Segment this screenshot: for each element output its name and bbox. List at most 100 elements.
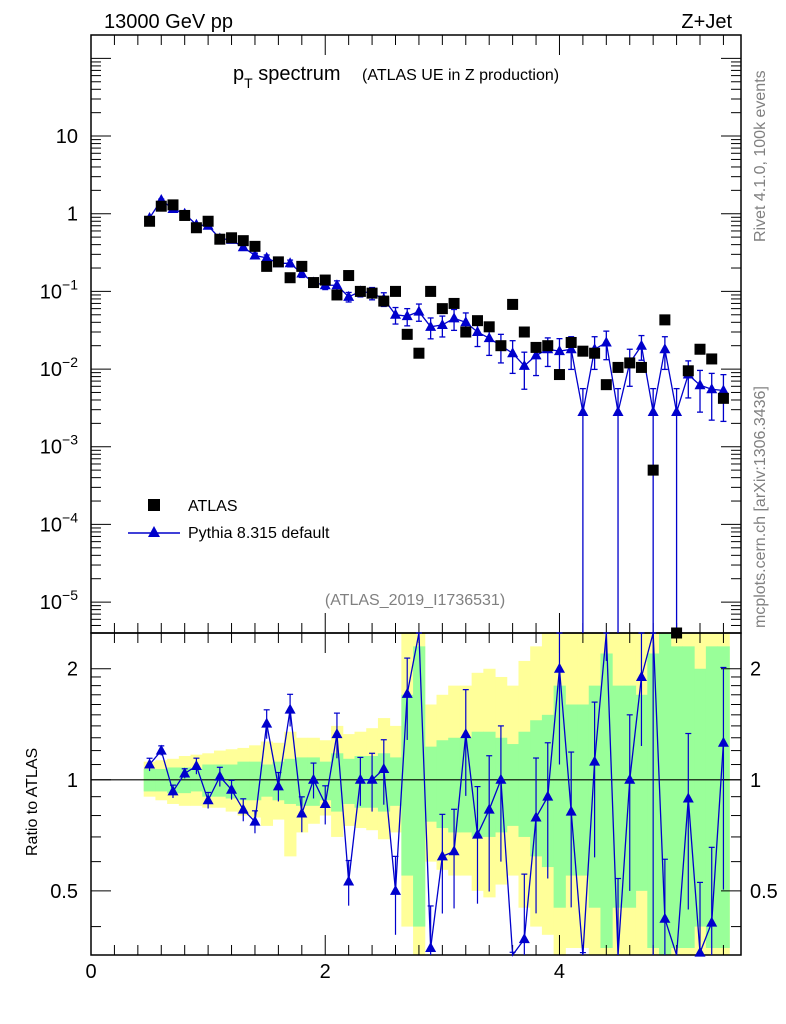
data-point xyxy=(155,200,167,212)
data-point xyxy=(331,289,343,301)
ratio-series-points xyxy=(144,662,729,957)
mc-point xyxy=(436,318,448,329)
stat-band-bin xyxy=(506,744,519,826)
data-point xyxy=(144,215,156,227)
ratio-point xyxy=(635,670,647,681)
mc-point xyxy=(425,320,437,331)
data-point xyxy=(378,295,390,307)
data-point xyxy=(671,627,683,639)
ratio-point xyxy=(226,783,238,794)
ratio-point xyxy=(354,773,366,784)
data-point xyxy=(635,361,647,373)
stat-band-bin xyxy=(260,764,274,797)
mc-point xyxy=(706,383,718,394)
data-point xyxy=(366,287,378,299)
ratio-point xyxy=(378,762,390,773)
ratio-point xyxy=(261,717,273,728)
ratio-point xyxy=(331,728,343,739)
ratio-tick-label: 1 xyxy=(67,770,78,792)
analysis-id-label: (ATLAS_2019_I1736531) xyxy=(325,592,505,609)
data-point xyxy=(343,270,355,282)
data-point xyxy=(483,321,495,333)
svg-text:pT spectrum: pT spectrum xyxy=(233,63,341,91)
mc-point xyxy=(600,336,612,347)
ratio-point xyxy=(495,773,507,784)
plot-title-subscript: T xyxy=(244,75,253,91)
mc-point xyxy=(565,343,577,354)
data-point xyxy=(308,277,320,289)
data-point xyxy=(214,233,226,245)
data-series-points xyxy=(144,199,729,639)
data-point xyxy=(460,326,472,338)
mc-point xyxy=(401,310,413,321)
mc-point xyxy=(612,406,624,417)
data-point xyxy=(706,353,718,365)
mc-series-points xyxy=(144,194,729,417)
data-point xyxy=(589,347,601,359)
ratio-y-label: Ratio to ATLAS xyxy=(24,748,41,856)
data-point xyxy=(507,298,519,310)
ratio-tick-label-right: 2 xyxy=(750,659,761,681)
legend-data-marker xyxy=(148,499,160,511)
stat-band-bin xyxy=(342,758,356,804)
data-point xyxy=(495,340,507,352)
ratio-y-axis: 0.5 0.5 1 1 2 2 xyxy=(50,659,778,928)
data-point xyxy=(284,272,296,284)
y-tick-label: 10 xyxy=(56,126,78,148)
mc-series-errors xyxy=(146,198,727,633)
ratio-point xyxy=(659,912,671,923)
ratio-point xyxy=(425,941,437,952)
plot-title: pT spectrum (ATLAS UE in Z production) xyxy=(233,63,559,91)
mc-point xyxy=(553,345,565,356)
mc-point xyxy=(671,406,683,417)
ratio-point xyxy=(471,828,483,839)
data-point xyxy=(167,199,179,211)
mc-point xyxy=(448,312,460,323)
ratio-point xyxy=(202,794,214,805)
y-tick-label: 10−1 xyxy=(40,276,78,303)
data-point xyxy=(249,240,261,252)
ratio-point xyxy=(272,780,284,791)
ratio-tick-label: 0.5 xyxy=(50,881,78,903)
ratio-point xyxy=(214,770,226,781)
ratio-tick-label-right: 1 xyxy=(750,770,761,792)
ratio-point xyxy=(624,773,636,784)
ratio-point xyxy=(694,946,706,957)
mcplots-source-label: mcplots.cern.ch [arXiv:1306.3436] xyxy=(752,386,769,628)
mc-point xyxy=(483,332,495,343)
ratio-point xyxy=(366,773,378,784)
mc-point xyxy=(659,343,671,354)
mc-point xyxy=(694,379,706,390)
data-point xyxy=(600,379,612,391)
data-point xyxy=(624,357,636,369)
ratio-tick-label-right: 0.5 xyxy=(750,881,778,903)
ratio-point xyxy=(249,815,261,826)
ratio-point xyxy=(401,687,413,698)
data-point xyxy=(319,274,331,286)
data-point xyxy=(202,215,214,227)
main-y-axis: 10 1 10−1 10−2 10−3 10−4 10−5 xyxy=(40,34,741,634)
mc-point xyxy=(261,251,273,262)
mc-point xyxy=(331,279,343,290)
stat-band-bin xyxy=(659,633,672,955)
stat-band-bin xyxy=(424,746,437,822)
ratio-point xyxy=(179,767,191,778)
ratio-point xyxy=(284,703,296,714)
stat-band-bin xyxy=(670,646,683,948)
y-tick-label: 10−2 xyxy=(40,354,78,381)
data-point xyxy=(518,326,530,338)
ratio-point xyxy=(682,792,694,803)
stat-band-bin xyxy=(389,757,402,806)
data-point xyxy=(659,314,671,326)
y-tick-label: 10−5 xyxy=(40,587,78,614)
ratio-point xyxy=(237,803,249,814)
data-point xyxy=(272,256,284,268)
data-point xyxy=(390,285,402,297)
ratio-point xyxy=(717,736,729,747)
ratio-point xyxy=(296,807,308,818)
stat-band-bin xyxy=(202,764,215,797)
ratio-point xyxy=(589,755,601,766)
x-tick-label: 0 xyxy=(85,961,96,983)
data-point xyxy=(436,303,448,315)
stat-band-bin xyxy=(600,653,613,948)
